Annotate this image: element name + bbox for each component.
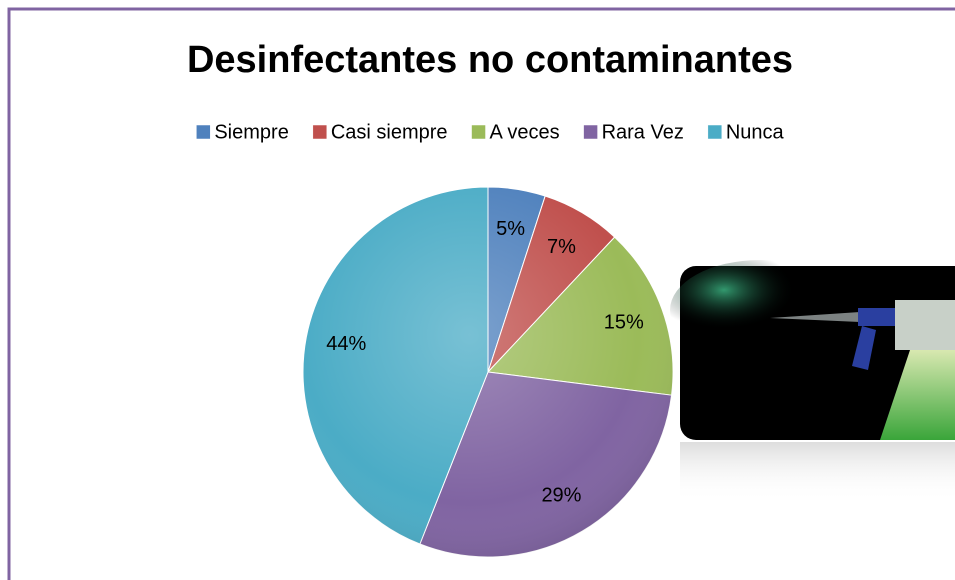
- data-label: 44%: [326, 333, 366, 355]
- legend-item: A veces: [471, 121, 560, 143]
- data-label: 5%: [496, 218, 525, 240]
- frame: [7, 7, 955, 580]
- legend-item: Rara Vez: [583, 121, 684, 143]
- legend-swatch: [583, 124, 598, 140]
- legend-swatch: [471, 124, 486, 140]
- legend-swatch: [312, 124, 328, 140]
- legend: Siempre Casi siempre A veces Rara Vez Nunca: [196, 121, 785, 143]
- legend-label: A veces: [490, 121, 560, 143]
- legend-label: Siempre: [214, 121, 288, 143]
- pie: 5% 7% 15% 29% 44%: [302, 186, 674, 558]
- legend-label: Rara Vez: [602, 121, 684, 143]
- legend-swatch: [196, 124, 211, 140]
- legend-item: Casi siempre: [312, 121, 448, 143]
- legend-label: Casi siempre: [331, 121, 448, 143]
- data-label: 29%: [541, 484, 581, 506]
- legend-item: Nunca: [707, 121, 785, 143]
- legend-item: Siempre: [196, 121, 289, 143]
- legend-label: Nunca: [726, 121, 785, 143]
- chart-title: Desinfectantes no contaminantes: [187, 39, 793, 81]
- legend-swatch: [707, 124, 723, 140]
- photo: [670, 260, 955, 502]
- data-label: 15%: [604, 311, 644, 333]
- data-label: 7%: [547, 236, 576, 258]
